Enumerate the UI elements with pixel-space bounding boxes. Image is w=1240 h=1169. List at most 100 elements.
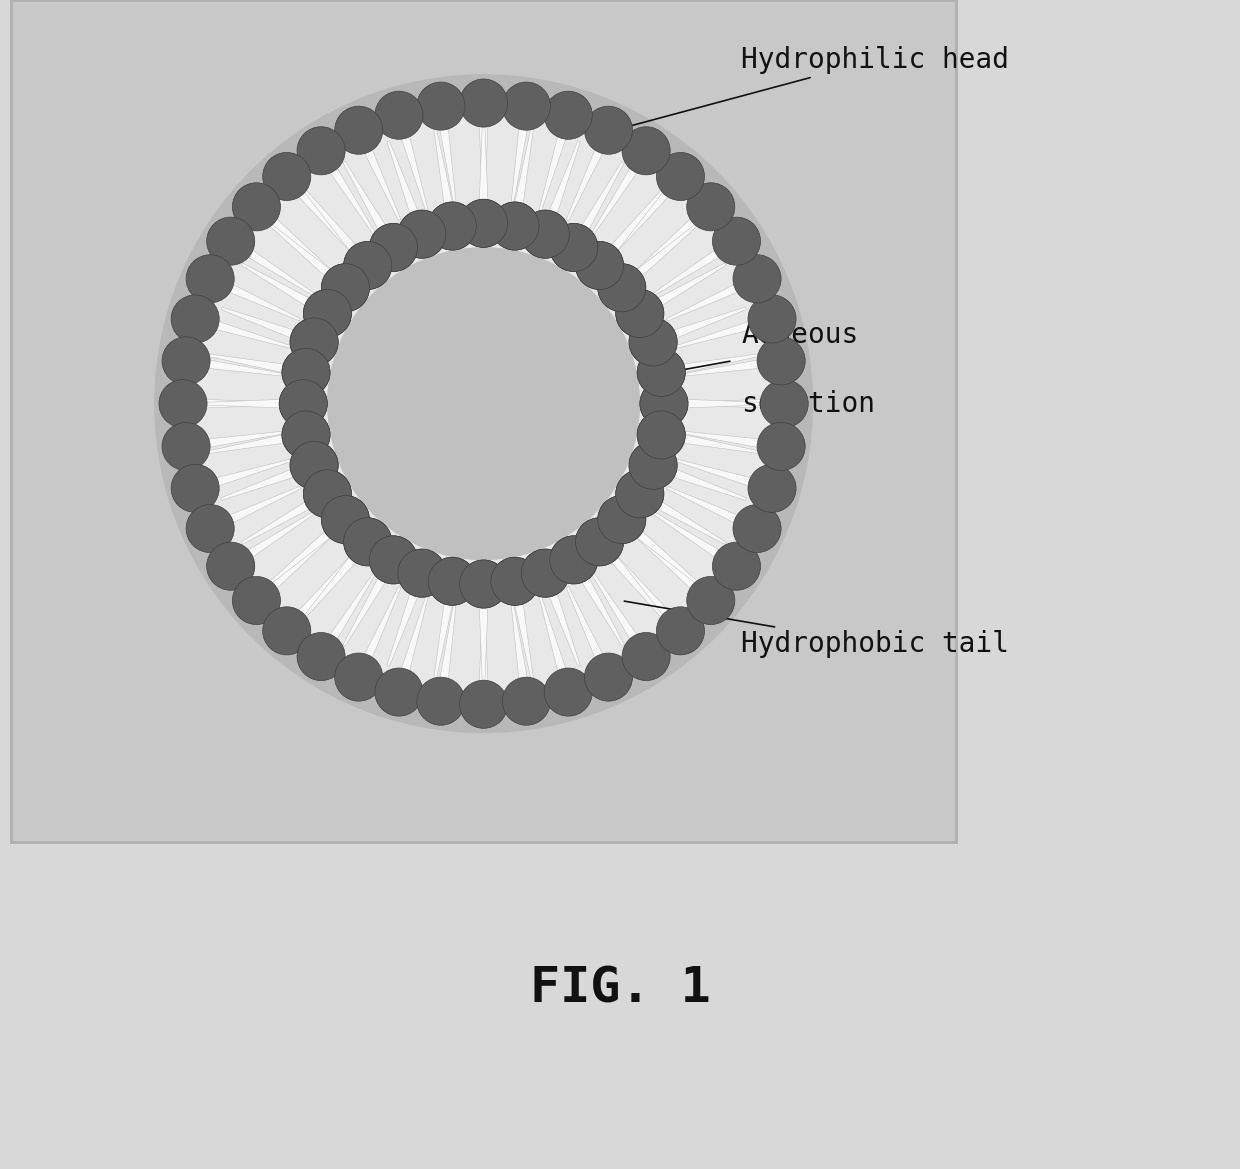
Polygon shape [208,274,300,321]
Circle shape [549,535,598,583]
Polygon shape [242,490,330,545]
Circle shape [460,199,507,248]
Polygon shape [637,263,725,318]
Circle shape [428,558,476,606]
Polygon shape [435,603,456,701]
Circle shape [186,255,234,303]
Circle shape [327,248,640,560]
Circle shape [281,411,330,459]
Circle shape [622,126,670,175]
Polygon shape [615,555,684,635]
Polygon shape [567,129,613,221]
Circle shape [637,411,686,459]
Circle shape [549,223,598,271]
Circle shape [748,295,796,343]
Circle shape [370,223,418,271]
Circle shape [622,632,670,680]
Polygon shape [205,399,304,409]
Circle shape [629,442,677,490]
Circle shape [549,535,598,583]
Polygon shape [541,572,580,666]
Circle shape [687,182,735,230]
Polygon shape [511,105,532,205]
Circle shape [398,549,446,597]
Circle shape [279,380,327,428]
Polygon shape [479,606,489,704]
Polygon shape [269,223,348,292]
Polygon shape [615,173,684,253]
Circle shape [374,91,423,139]
Polygon shape [651,461,746,500]
Circle shape [491,558,539,606]
Circle shape [758,337,805,385]
Polygon shape [394,113,428,210]
Circle shape [428,558,476,606]
Circle shape [521,210,569,258]
Polygon shape [683,431,782,451]
Polygon shape [635,535,714,604]
Polygon shape [619,516,698,584]
Circle shape [186,505,234,553]
Circle shape [281,411,330,459]
Circle shape [428,202,476,250]
Polygon shape [591,148,651,235]
Circle shape [598,264,646,312]
Circle shape [575,518,624,566]
Circle shape [733,255,781,303]
Circle shape [656,607,704,655]
Circle shape [207,542,254,590]
Circle shape [374,667,423,717]
Circle shape [304,470,351,518]
Polygon shape [304,539,372,618]
Circle shape [310,230,657,576]
Polygon shape [510,129,533,227]
Circle shape [521,549,569,597]
Polygon shape [683,355,782,376]
Circle shape [343,242,392,290]
Circle shape [171,295,219,343]
Circle shape [417,677,465,725]
Polygon shape [434,580,458,679]
Circle shape [296,216,671,592]
Polygon shape [283,555,352,635]
Polygon shape [228,512,315,570]
Circle shape [748,464,796,512]
Polygon shape [539,597,573,693]
Polygon shape [208,354,306,378]
Circle shape [207,217,254,265]
Circle shape [460,560,507,608]
Circle shape [460,680,507,728]
Circle shape [321,496,370,544]
Circle shape [637,348,686,396]
Circle shape [575,242,624,290]
Circle shape [232,576,280,624]
Polygon shape [184,399,281,409]
Circle shape [428,202,476,250]
Polygon shape [619,223,698,292]
Circle shape [629,318,677,366]
Circle shape [184,103,784,704]
Polygon shape [387,572,427,666]
Circle shape [290,318,339,366]
Circle shape [460,79,507,127]
Polygon shape [283,173,352,253]
Polygon shape [434,129,458,227]
Circle shape [760,380,808,428]
Circle shape [598,496,646,544]
Circle shape [370,535,418,583]
Polygon shape [651,307,746,347]
Circle shape [640,380,688,428]
Polygon shape [304,189,372,269]
Circle shape [335,653,383,701]
Circle shape [417,82,465,130]
Polygon shape [595,539,663,618]
Polygon shape [541,141,580,236]
Circle shape [298,126,345,175]
Text: Aqueous: Aqueous [742,321,858,350]
Circle shape [290,442,339,490]
Circle shape [598,264,646,312]
Polygon shape [667,274,759,321]
Circle shape [281,348,330,396]
Circle shape [521,210,569,258]
Polygon shape [591,573,651,659]
